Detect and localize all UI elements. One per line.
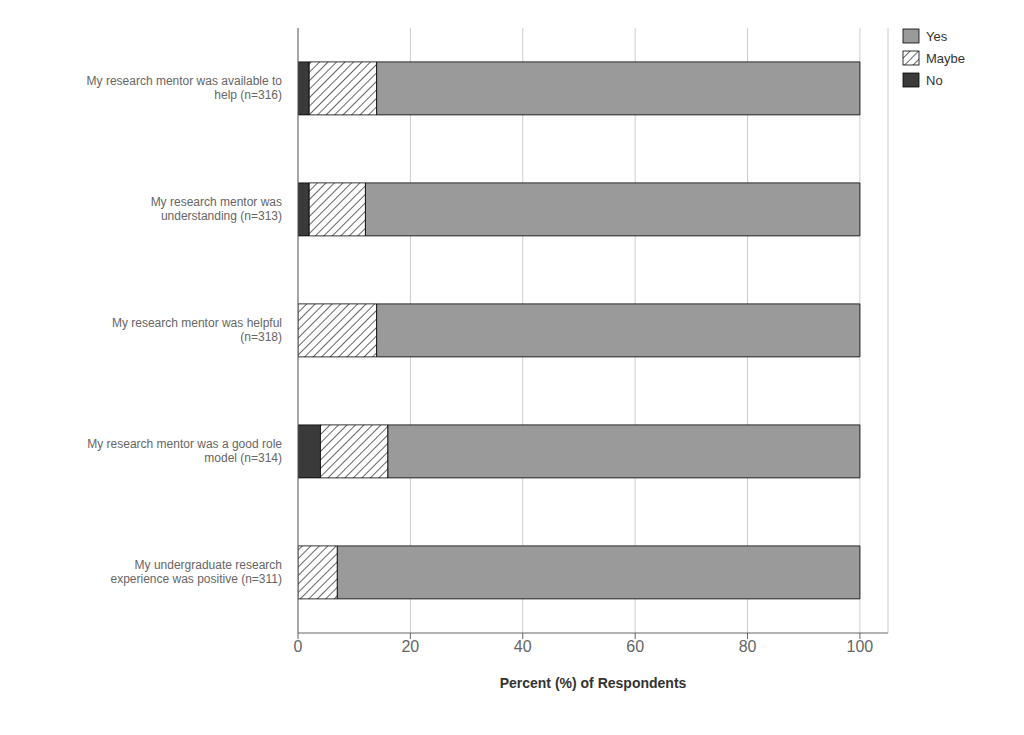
html-text:Maybe: Maybe — [926, 50, 965, 66]
svg-text:My research mentor was helpful: My research mentor was helpful(n=318) — [112, 316, 282, 344]
html-text:Yes: Yes — [926, 28, 948, 44]
svg-text:100: 100 — [847, 638, 874, 655]
svg-text:80: 80 — [739, 638, 757, 655]
svg-text:My research mentor was a good: My research mentor was a good rolemodel … — [87, 437, 282, 465]
svg-text:My research mentor was availab: My research mentor was available tohelp … — [87, 74, 283, 102]
svg-text:40: 40 — [514, 638, 532, 655]
svg-text:My undergraduate researchexper: My undergraduate researchexperience was … — [110, 558, 282, 586]
svg-text:60: 60 — [626, 638, 644, 655]
html-text:No: No — [926, 72, 943, 88]
svg-text:Percent (%) of Respondents: Percent (%) of Respondents — [500, 675, 687, 691]
svg-text:My research mentor wasundersta: My research mentor wasunderstanding (n=3… — [151, 195, 282, 223]
svg-text:20: 20 — [401, 638, 419, 655]
svg-text:0: 0 — [294, 638, 303, 655]
